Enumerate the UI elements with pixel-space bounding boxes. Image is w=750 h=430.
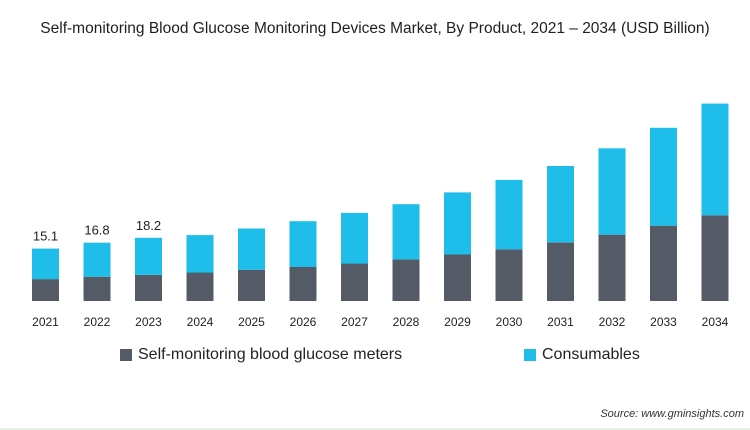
bar-consumables-2025 xyxy=(238,228,265,270)
bar-meters-2025 xyxy=(238,269,265,301)
data-label-2022: 16.8 xyxy=(84,223,109,238)
bar-consumables-2024 xyxy=(186,235,214,273)
bar-meters-2021 xyxy=(32,279,59,301)
bar-group xyxy=(32,103,729,301)
x-tick-2032: 2032 xyxy=(599,315,626,329)
source-note: Source: www.gminsights.com xyxy=(600,408,744,420)
x-tick-2025: 2025 xyxy=(238,315,265,329)
bar-meters-2031 xyxy=(547,242,574,301)
x-tick-2022: 2022 xyxy=(84,315,111,329)
x-tick-2031: 2031 xyxy=(547,315,574,329)
bar-consumables-2029 xyxy=(444,192,471,255)
bar-consumables-2028 xyxy=(392,204,420,260)
bar-meters-2028 xyxy=(392,259,420,301)
x-tick-2026: 2026 xyxy=(290,315,317,329)
x-tick-2034: 2034 xyxy=(702,315,729,329)
bar-consumables-2022 xyxy=(83,242,111,277)
data-labels: 15.1 16.8 18.2 xyxy=(33,218,161,244)
legend: Self-monitoring blood glucose meters Con… xyxy=(0,346,750,370)
bar-consumables-2033 xyxy=(650,127,677,226)
x-tick-2024: 2024 xyxy=(187,315,214,329)
bar-meters-2029 xyxy=(444,254,471,301)
bar-consumables-2021 xyxy=(32,248,59,280)
x-tick-2033: 2033 xyxy=(650,315,677,329)
bar-meters-2022 xyxy=(83,276,111,301)
legend-swatch-consumables xyxy=(524,349,536,361)
bar-consumables-2031 xyxy=(547,166,574,243)
bar-meters-2024 xyxy=(186,272,214,301)
legend-swatch-meters xyxy=(120,349,132,361)
data-label-2021: 15.1 xyxy=(33,229,58,244)
x-tick-2029: 2029 xyxy=(444,315,471,329)
x-tick-2021: 2021 xyxy=(32,315,59,329)
bar-meters-2027 xyxy=(341,263,368,301)
bar-consumables-2034 xyxy=(701,103,729,216)
legend-item-meters: Self-monitoring blood glucose meters xyxy=(120,346,402,364)
bottom-rule xyxy=(0,428,750,430)
bar-consumables-2032 xyxy=(598,148,626,235)
bar-meters-2026 xyxy=(289,267,317,301)
chart-title: Self-monitoring Blood Glucose Monitoring… xyxy=(40,20,710,37)
chart-plot: 2021 2022 2023 2024 2025 2026 2027 2028 2029 2030… xyxy=(32,103,729,329)
bar-consumables-2027 xyxy=(341,212,368,264)
bar-meters-2032 xyxy=(598,234,626,301)
bar-consumables-2026 xyxy=(289,221,317,267)
bar-meters-2033 xyxy=(650,225,677,301)
bar-meters-2030 xyxy=(495,249,523,301)
bar-meters-2034 xyxy=(701,215,729,301)
legend-label-meters: Self-monitoring blood glucose meters xyxy=(138,346,403,363)
x-tick-labels: 2021 2022 2023 2024 2025 2026 2027 2028 2029 2030… xyxy=(32,315,729,329)
legend-item-consumables: Consumables xyxy=(524,346,640,364)
x-tick-2030: 2030 xyxy=(496,315,523,329)
bar-meters-2023 xyxy=(135,275,162,301)
legend-label-consumables: Consumables xyxy=(542,346,640,363)
x-tick-2027: 2027 xyxy=(341,315,368,329)
x-tick-2028: 2028 xyxy=(393,315,420,329)
bar-consumables-2030 xyxy=(495,179,523,250)
bar-consumables-2023 xyxy=(135,237,162,275)
data-label-2023: 18.2 xyxy=(136,218,161,233)
x-tick-2023: 2023 xyxy=(135,315,162,329)
